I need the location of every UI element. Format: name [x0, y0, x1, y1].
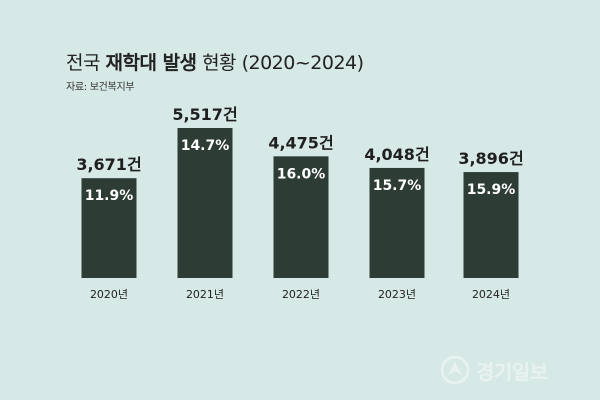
- category-label: 2022년: [282, 288, 320, 301]
- bar-2024년: [463, 172, 519, 278]
- value-label: 3,896건: [458, 149, 523, 168]
- title-part-1: 전국: [66, 52, 100, 74]
- source-note: 자료: 보건복지부: [66, 82, 135, 93]
- bar-2020년: [81, 178, 137, 278]
- watermark-text: 경기일보: [476, 359, 548, 384]
- rate-label: 15.7%: [373, 178, 422, 194]
- rate-label: 16.0%: [277, 166, 326, 182]
- rate-label: 11.9%: [85, 188, 134, 204]
- bar-2023년: [369, 167, 425, 278]
- value-label: 3,671건: [76, 155, 141, 174]
- bar-2021년: [177, 128, 233, 278]
- category-label: 2021년: [186, 288, 224, 301]
- category-label: 2024년: [472, 288, 510, 301]
- category-label: 2020년: [90, 288, 128, 301]
- value-label: 4,048건: [364, 145, 429, 164]
- value-label: 4,475건: [268, 133, 333, 152]
- chart-title: 전국 재학대 발생 현황 (2020~2024): [66, 48, 364, 75]
- rate-label: 14.7%: [181, 138, 230, 154]
- bar-2022년: [273, 156, 329, 278]
- gyeonggi-ilbo-logo-icon: [440, 355, 470, 385]
- value-label: 5,517건: [172, 105, 237, 124]
- category-label: 2023년: [378, 288, 416, 301]
- watermark: 경기일보: [440, 350, 590, 390]
- title-part-bold: 재학대 발생: [105, 52, 198, 74]
- rate-label: 15.9%: [467, 182, 516, 198]
- title-part-2: 현황 (2020~2024): [202, 52, 364, 74]
